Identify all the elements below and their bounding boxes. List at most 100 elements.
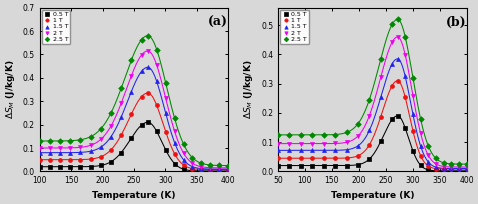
1 T — [197, 168, 205, 171]
2.5 T — [107, 111, 115, 115]
0.5 T — [331, 164, 339, 167]
2.5 T — [463, 162, 470, 166]
1.5 T — [440, 167, 447, 170]
0.5 T — [432, 169, 440, 172]
1.5 T — [394, 57, 402, 60]
1 T — [432, 167, 440, 170]
2 T — [206, 166, 214, 169]
2.5 T — [417, 117, 424, 120]
2 T — [455, 165, 463, 169]
0.5 T — [377, 140, 385, 143]
1 T — [409, 129, 417, 132]
1.5 T — [206, 167, 214, 171]
2.5 T — [377, 57, 385, 61]
1 T — [388, 84, 396, 87]
0.5 T — [197, 169, 205, 173]
1 T — [87, 157, 95, 161]
0.5 T — [224, 169, 232, 173]
2.5 T — [274, 133, 282, 136]
1 T — [297, 157, 304, 160]
1 T — [377, 115, 385, 118]
0.5 T — [153, 130, 161, 133]
0.5 T — [424, 168, 432, 172]
1.5 T — [128, 90, 135, 93]
0.5 T — [107, 160, 115, 163]
2 T — [424, 154, 432, 157]
1 T — [153, 104, 161, 107]
2.5 T — [97, 127, 105, 131]
1.5 T — [424, 160, 432, 164]
2.5 T — [432, 157, 440, 160]
1 T — [46, 158, 54, 161]
1.5 T — [189, 165, 196, 168]
1.5 T — [297, 149, 304, 152]
2.5 T — [36, 139, 43, 143]
2 T — [153, 63, 161, 67]
2 T — [189, 162, 196, 165]
0.5 T — [87, 165, 95, 168]
1.5 T — [402, 75, 409, 78]
1.5 T — [417, 144, 424, 147]
0.5 T — [162, 148, 170, 152]
0.5 T — [308, 164, 316, 167]
1.5 T — [138, 70, 145, 73]
1.5 T — [331, 149, 339, 152]
0.5 T — [409, 149, 417, 152]
1 T — [308, 157, 316, 160]
1 T — [455, 167, 463, 171]
1 T — [463, 167, 470, 171]
1.5 T — [117, 116, 125, 119]
1 T — [286, 157, 293, 160]
2 T — [297, 142, 304, 145]
2 T — [274, 142, 282, 145]
1.5 T — [216, 167, 223, 171]
2.5 T — [153, 48, 161, 51]
1 T — [180, 163, 187, 167]
0.5 T — [138, 123, 145, 127]
2 T — [138, 53, 145, 57]
2.5 T — [138, 38, 145, 41]
1.5 T — [56, 151, 64, 154]
1 T — [424, 164, 432, 168]
2 T — [366, 114, 373, 117]
0.5 T — [394, 114, 402, 118]
0.5 T — [76, 165, 84, 168]
1 T — [216, 168, 223, 171]
1 T — [36, 158, 43, 161]
2.5 T — [171, 117, 178, 120]
1 T — [66, 158, 74, 161]
1 T — [274, 157, 282, 160]
0.5 T — [274, 164, 282, 167]
2 T — [180, 151, 187, 155]
Text: (b): (b) — [446, 16, 467, 29]
2.5 T — [162, 81, 170, 84]
1 T — [128, 113, 135, 116]
1 T — [117, 134, 125, 137]
2.5 T — [66, 139, 74, 142]
1.5 T — [308, 149, 316, 152]
1.5 T — [320, 149, 327, 152]
0.5 T — [180, 168, 187, 171]
1 T — [354, 154, 362, 157]
0.5 T — [417, 164, 424, 167]
2 T — [432, 162, 440, 166]
0.5 T — [97, 164, 105, 167]
0.5 T — [128, 136, 135, 140]
2 T — [343, 141, 350, 144]
Text: (a): (a) — [207, 16, 228, 29]
1.5 T — [144, 66, 152, 69]
1 T — [331, 157, 339, 160]
0.5 T — [171, 162, 178, 165]
0.5 T — [366, 157, 373, 161]
1.5 T — [87, 150, 95, 153]
2 T — [388, 40, 396, 44]
2 T — [447, 165, 455, 169]
2.5 T — [128, 59, 135, 62]
2 T — [354, 134, 362, 138]
2 T — [97, 138, 105, 141]
1.5 T — [76, 151, 84, 154]
1 T — [138, 95, 145, 98]
Legend: 0.5 T, 1 T, 1.5 T, 2 T, 2.5 T: 0.5 T, 1 T, 1.5 T, 2 T, 2.5 T — [280, 10, 309, 44]
1 T — [366, 143, 373, 146]
Legend: 0.5 T, 1 T, 1.5 T, 2 T, 2.5 T: 0.5 T, 1 T, 1.5 T, 2 T, 2.5 T — [42, 10, 70, 44]
